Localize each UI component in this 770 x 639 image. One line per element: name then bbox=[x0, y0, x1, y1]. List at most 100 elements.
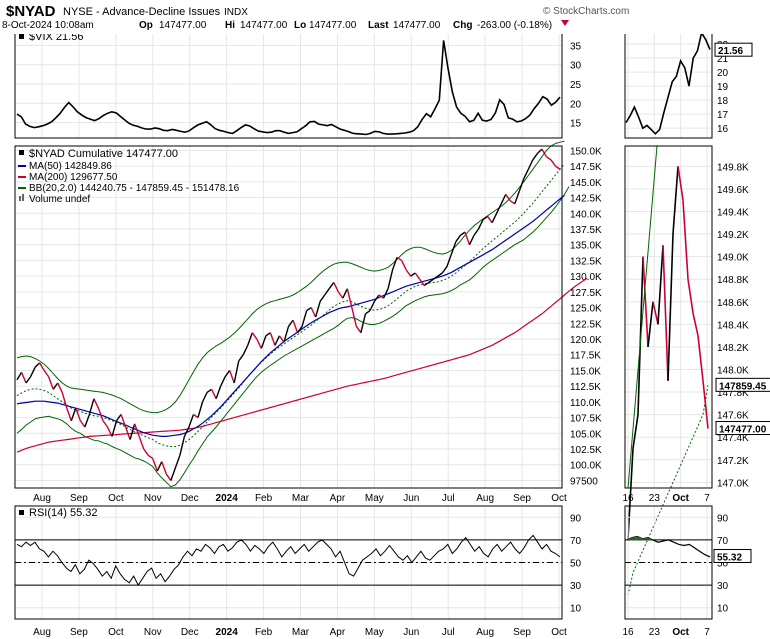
price-segment bbox=[378, 294, 384, 299]
price-segment bbox=[233, 360, 240, 384]
main-y-tick-label: 137.5K bbox=[570, 225, 602, 236]
main-x-tick-label: Oct bbox=[108, 493, 124, 504]
rsi-zoom-y-tick-label: 50 bbox=[717, 559, 729, 570]
price-segment bbox=[161, 461, 167, 475]
price-segment bbox=[115, 414, 122, 422]
main-x-tick-label: Dec bbox=[181, 493, 199, 504]
volume-legend-swatch bbox=[22, 194, 24, 201]
price-segment bbox=[455, 234, 462, 242]
price-segment bbox=[523, 168, 529, 179]
rsi-y-tick-label: 50 bbox=[570, 559, 582, 570]
price-segment bbox=[147, 454, 154, 460]
main-zoom-x-tick-label: 16 bbox=[622, 493, 634, 504]
rsi-zoom-x-tick-label: 16 bbox=[622, 627, 634, 638]
main-y-tick-label: 105.0K bbox=[570, 429, 602, 440]
price-segment bbox=[93, 398, 100, 409]
price-segment bbox=[292, 319, 299, 333]
price-segment bbox=[396, 256, 403, 261]
rsi-x-tick-label: Apr bbox=[330, 627, 346, 638]
price-segment bbox=[351, 307, 358, 327]
main-zoom-y-tick-label: 148.8K bbox=[717, 275, 749, 286]
main-x-tick-label: Sep bbox=[513, 493, 531, 504]
price-segment bbox=[314, 301, 321, 318]
bb-badge: 147859.45 bbox=[719, 381, 767, 392]
price-segment bbox=[188, 414, 195, 428]
price-segment bbox=[152, 458, 158, 472]
price-segment bbox=[156, 461, 163, 472]
zoom-price-segment bbox=[677, 166, 684, 201]
price-segment bbox=[124, 426, 131, 440]
rsi-legend-label: RSI(14) 55.32 bbox=[29, 507, 97, 519]
volume-legend-label: Volume undef bbox=[29, 194, 90, 205]
open-label: Op bbox=[139, 20, 153, 31]
main-zoom-x-tick-label: Oct bbox=[672, 493, 689, 504]
price-segment bbox=[210, 388, 217, 400]
rsi-x-tick-label: 2024 bbox=[216, 627, 239, 638]
price-segment bbox=[432, 275, 439, 280]
vix-badge-box bbox=[714, 42, 753, 57]
vix-main-frame bbox=[14, 34, 563, 139]
description-label: NYSE - Advance-Decline Issues bbox=[63, 6, 221, 18]
main-y-tick-label: 127.5K bbox=[570, 288, 602, 299]
price-segment bbox=[355, 326, 362, 334]
rsi-zoom-y-tick-label: 90 bbox=[717, 513, 729, 524]
price-segment bbox=[541, 148, 548, 158]
price-segment bbox=[25, 376, 32, 384]
main-y-tick-label: 97500 bbox=[570, 476, 598, 487]
vix-badge: 21.56 bbox=[718, 46, 743, 57]
main-y-tick-label: 117.5K bbox=[570, 351, 601, 362]
price-segment bbox=[133, 423, 140, 437]
price-segment bbox=[283, 326, 290, 343]
main-x-tick-label: 2024 bbox=[216, 493, 239, 504]
main-zoom-y-tick-label: 147.2K bbox=[717, 456, 749, 467]
symbol-label: $NYAD bbox=[6, 3, 56, 20]
high-value: 147477.00 bbox=[240, 20, 288, 31]
vix-zoom-y-tick-label: 18 bbox=[717, 96, 729, 107]
main-zoom-y-tick-label: 147.6K bbox=[717, 411, 749, 422]
chg-label: Chg bbox=[453, 20, 472, 31]
price-legend-label: $NYAD Cumulative 147477.00 bbox=[29, 148, 178, 160]
chart-svg: 152025303516171819202122$VIX 21.5621.569… bbox=[14, 34, 770, 638]
chg-value: -263.00 (-0.18%) bbox=[477, 20, 552, 31]
price-segment bbox=[183, 426, 190, 437]
price-segment bbox=[256, 338, 262, 349]
main-y-tick-label: 130.0K bbox=[570, 272, 602, 283]
price-segment bbox=[555, 165, 561, 170]
price-segment bbox=[174, 455, 181, 469]
price-segment bbox=[346, 288, 353, 308]
vix-y-tick-label: 30 bbox=[570, 61, 582, 72]
ma200-line bbox=[16, 277, 588, 453]
rsi-x-tick-label: May bbox=[365, 627, 384, 638]
zoom-price-segment bbox=[627, 448, 634, 539]
rsi-x-tick-label: Sep bbox=[70, 627, 88, 638]
vix-y-tick-label: 25 bbox=[570, 80, 582, 91]
price-segment bbox=[496, 203, 502, 214]
price-segment bbox=[369, 300, 376, 312]
price-segment bbox=[224, 370, 231, 378]
main-zoom-y-tick-label: 148.4K bbox=[717, 320, 749, 331]
price-segment bbox=[428, 278, 434, 283]
volume-legend-swatch bbox=[19, 196, 21, 201]
zoom-price-segment bbox=[682, 200, 689, 280]
rsi-x-tick-label: Jul bbox=[442, 627, 455, 638]
price-segment bbox=[477, 219, 484, 230]
price-segment bbox=[274, 335, 281, 346]
main-y-tick-label: 125.0K bbox=[570, 304, 602, 315]
price-segment bbox=[328, 282, 335, 290]
zoom-price-segment bbox=[702, 380, 709, 429]
price-segment bbox=[464, 231, 471, 245]
price-segment bbox=[306, 306, 312, 312]
main-y-tick-label: 120.0K bbox=[570, 335, 602, 346]
vix-zoom-y-tick-label: 16 bbox=[717, 124, 729, 135]
price-segment bbox=[16, 371, 23, 381]
price-segment bbox=[34, 362, 41, 368]
vix-y-tick-label: 20 bbox=[570, 99, 582, 110]
rsi-badge-box bbox=[713, 548, 752, 563]
main-zoom-x-tick-label: 7 bbox=[704, 493, 710, 504]
vix-zoom-y-tick-label: 20 bbox=[717, 68, 729, 79]
price-legend-swatch bbox=[19, 150, 24, 155]
price-segment bbox=[468, 234, 475, 246]
ma200-legend-label: MA(200) 129677.50 bbox=[29, 172, 118, 183]
last-badge: 147477.00 bbox=[719, 425, 767, 436]
